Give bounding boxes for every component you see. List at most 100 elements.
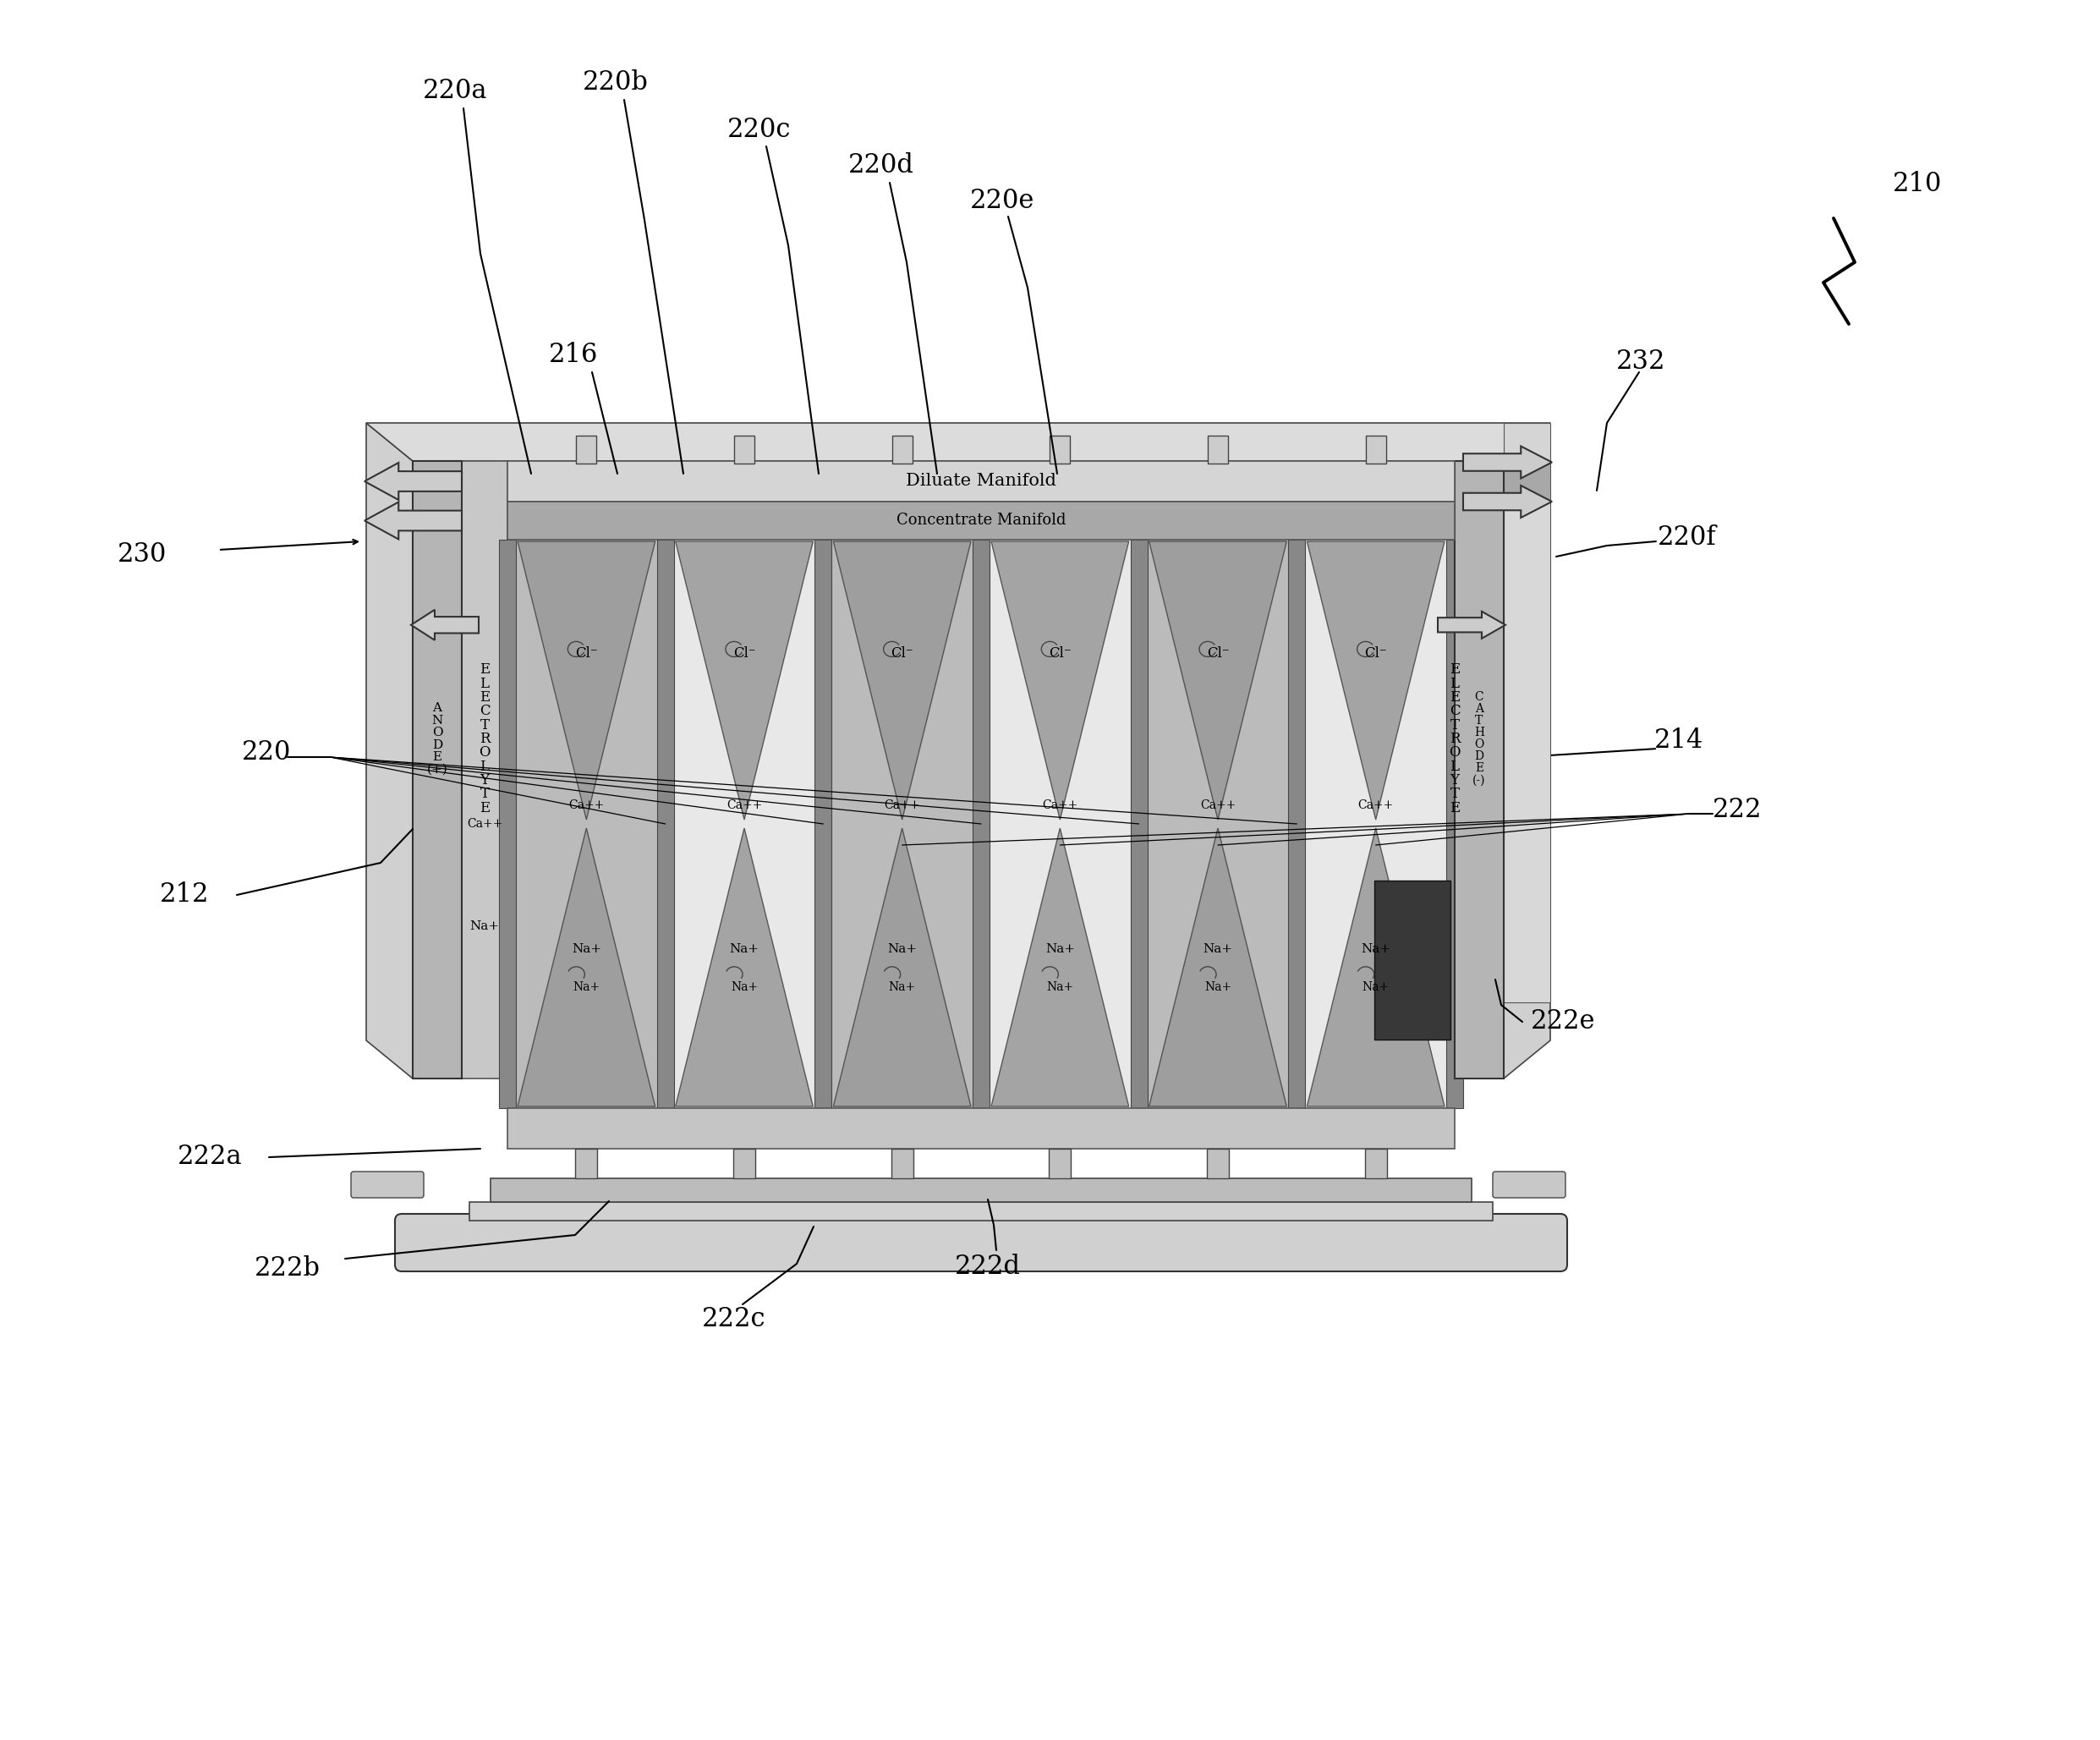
Bar <box>989 539 1130 1108</box>
Bar <box>815 539 832 1108</box>
Polygon shape <box>1504 423 1550 1079</box>
Bar <box>1289 539 1306 1108</box>
Bar <box>890 1148 914 1178</box>
Text: 220e: 220e <box>970 188 1035 214</box>
Bar <box>972 539 989 1108</box>
Text: 222d: 222d <box>956 1255 1021 1281</box>
Polygon shape <box>365 463 462 499</box>
Text: 230: 230 <box>118 541 166 567</box>
Text: Na+: Na+ <box>573 981 601 994</box>
Text: Na+: Na+ <box>888 943 918 955</box>
Text: Na+: Na+ <box>888 981 916 994</box>
Text: 220a: 220a <box>422 78 487 104</box>
Bar <box>491 1178 1472 1202</box>
Bar <box>1365 435 1386 463</box>
Bar <box>575 1148 596 1178</box>
Text: 222: 222 <box>1714 797 1762 823</box>
Bar <box>892 435 911 463</box>
Text: Ca++: Ca++ <box>1042 799 1077 811</box>
Text: 212: 212 <box>160 882 210 908</box>
Bar <box>575 435 596 463</box>
Polygon shape <box>991 541 1130 820</box>
Text: Na+: Na+ <box>571 943 601 955</box>
FancyBboxPatch shape <box>395 1215 1567 1272</box>
Text: 216: 216 <box>548 343 598 369</box>
Polygon shape <box>412 609 479 640</box>
FancyBboxPatch shape <box>1493 1171 1565 1197</box>
Polygon shape <box>1464 445 1552 479</box>
Text: C
A
T
H
O
D
E
(-): C A T H O D E (-) <box>1472 691 1487 786</box>
Bar <box>1050 435 1071 463</box>
Polygon shape <box>676 541 813 820</box>
Polygon shape <box>834 828 970 1107</box>
Bar <box>508 461 1455 501</box>
Text: Cl⁻: Cl⁻ <box>733 646 756 661</box>
Polygon shape <box>1464 485 1552 519</box>
Polygon shape <box>676 828 813 1107</box>
Bar <box>1365 1148 1386 1178</box>
Text: 210: 210 <box>1892 171 1943 198</box>
Polygon shape <box>517 828 655 1107</box>
Bar <box>462 461 508 1079</box>
Text: 222c: 222c <box>701 1307 766 1333</box>
Text: Na+: Na+ <box>1203 981 1231 994</box>
Text: Cl⁻: Cl⁻ <box>890 646 914 661</box>
Text: Na+: Na+ <box>731 981 758 994</box>
Text: A
N
O
D
E
(+): A N O D E (+) <box>426 703 447 776</box>
Bar <box>508 539 1455 1108</box>
Text: 222e: 222e <box>1531 1009 1596 1035</box>
Bar <box>1504 463 1550 501</box>
Text: Ca++: Ca++ <box>884 799 920 811</box>
Bar <box>508 501 1455 539</box>
Text: Concentrate Manifold: Concentrate Manifold <box>897 513 1067 529</box>
Bar <box>414 461 462 1079</box>
Bar <box>1504 423 1550 463</box>
Bar <box>674 539 815 1108</box>
Polygon shape <box>1149 541 1287 820</box>
Text: 220: 220 <box>242 740 292 766</box>
Bar <box>1504 501 1550 1002</box>
Text: Ca++: Ca++ <box>727 799 762 811</box>
Bar <box>1050 1148 1071 1178</box>
Text: Na+: Na+ <box>1363 981 1390 994</box>
Text: 220d: 220d <box>848 153 914 179</box>
Text: 232: 232 <box>1617 350 1665 376</box>
Bar <box>508 1108 1455 1148</box>
Bar <box>1208 1148 1228 1178</box>
Bar <box>735 435 754 463</box>
Text: Ca++: Ca++ <box>466 818 502 830</box>
Polygon shape <box>517 541 655 820</box>
Text: Diluate Manifold: Diluate Manifold <box>905 473 1056 489</box>
Text: 222b: 222b <box>254 1256 321 1282</box>
Text: 220f: 220f <box>1657 524 1716 550</box>
Text: E
L
E
C
T
R
O
L
Y
T
E: E L E C T R O L Y T E <box>479 663 489 816</box>
Bar <box>1147 539 1289 1108</box>
Bar <box>832 539 972 1108</box>
Bar <box>1130 539 1147 1108</box>
Bar <box>500 539 517 1108</box>
Text: Na+: Na+ <box>1203 943 1233 955</box>
Polygon shape <box>1149 828 1287 1107</box>
Text: Na+: Na+ <box>1046 943 1075 955</box>
Polygon shape <box>1306 828 1445 1107</box>
Polygon shape <box>1306 541 1445 820</box>
Text: 222a: 222a <box>176 1145 242 1171</box>
Text: Na+: Na+ <box>1361 943 1390 955</box>
Bar <box>657 539 674 1108</box>
Text: Cl⁻: Cl⁻ <box>1048 646 1071 661</box>
Text: E
L
E
C
T
R
O
L
Y
T
E: E L E C T R O L Y T E <box>1449 663 1459 816</box>
Text: 220b: 220b <box>584 70 649 96</box>
Text: Na+: Na+ <box>1046 981 1073 994</box>
Text: 214: 214 <box>1655 727 1703 753</box>
Bar <box>1208 435 1228 463</box>
Polygon shape <box>1439 611 1506 639</box>
Text: Na+: Na+ <box>729 943 758 955</box>
Polygon shape <box>834 541 970 820</box>
Bar <box>1306 539 1447 1108</box>
Bar <box>517 539 657 1108</box>
Text: Ca++: Ca++ <box>1359 799 1394 811</box>
Polygon shape <box>991 828 1130 1107</box>
Polygon shape <box>365 503 462 539</box>
Polygon shape <box>365 423 414 1079</box>
Bar <box>1373 880 1451 1041</box>
